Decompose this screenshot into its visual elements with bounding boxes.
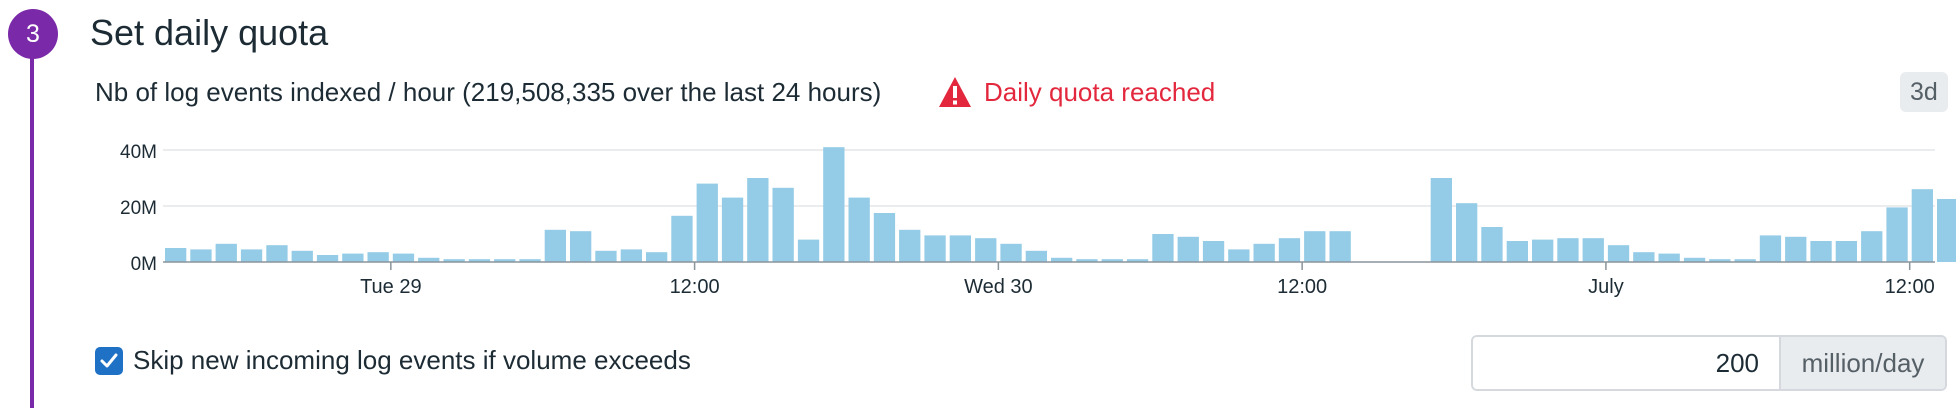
chart-bar xyxy=(1582,238,1604,262)
chart-bar xyxy=(975,238,997,262)
chart-bar xyxy=(342,253,364,262)
chart-bar xyxy=(519,259,541,262)
chart-bar xyxy=(1658,253,1680,262)
chart-bar xyxy=(468,259,491,262)
chart-bar xyxy=(873,213,896,262)
x-tick-label: Tue 29 xyxy=(360,276,422,298)
chart-bar xyxy=(1861,231,1883,262)
chart-bar xyxy=(418,257,440,262)
warning-icon xyxy=(939,77,971,107)
chart-bar xyxy=(671,215,693,262)
chart-bar xyxy=(1607,245,1630,262)
chart-bar xyxy=(1886,207,1908,262)
warning-text: Daily quota reached xyxy=(984,76,1216,107)
chart-bar xyxy=(646,252,668,262)
chart-bar xyxy=(367,252,389,262)
chart-bar xyxy=(595,250,617,262)
chart-bar xyxy=(1126,259,1149,262)
chart-bar xyxy=(494,259,516,262)
chart-bar xyxy=(696,183,718,262)
chart-bar xyxy=(1152,234,1174,262)
chart-bar xyxy=(1709,259,1731,262)
chart-bar xyxy=(1278,238,1301,262)
chart-bar xyxy=(1000,243,1022,262)
chart-bar xyxy=(1785,236,1807,262)
chart-bar xyxy=(1759,235,1782,262)
chart-bar xyxy=(848,197,870,262)
chart-bar xyxy=(1177,236,1199,262)
step-line xyxy=(30,58,34,408)
skip-events-row: Skip new incoming log events if volume e… xyxy=(95,345,691,376)
chart-bar xyxy=(1025,250,1047,262)
quota-warning: Daily quota reached xyxy=(938,76,1215,108)
chart-bar xyxy=(949,235,971,262)
chart-bar xyxy=(266,245,288,262)
chart-bar xyxy=(1304,231,1326,262)
chart-bar xyxy=(1051,257,1073,262)
chart-bar xyxy=(1506,241,1528,262)
x-tick-label: 12:00 xyxy=(1277,276,1327,298)
chart-bar xyxy=(1734,259,1756,262)
chart-bar xyxy=(1683,257,1706,262)
chart-bar xyxy=(1076,259,1098,262)
chart-bar xyxy=(392,253,415,262)
chart-bar xyxy=(291,250,313,262)
chart-bar xyxy=(899,229,921,262)
chart-bar xyxy=(1481,227,1503,262)
chart-bar xyxy=(1532,239,1554,262)
quota-unit-label: million/day xyxy=(1779,337,1945,389)
chart-bar xyxy=(165,248,187,262)
chart-bar xyxy=(443,259,465,262)
y-tick-label: 40M xyxy=(120,142,157,163)
skip-events-label: Skip new incoming log events if volume e… xyxy=(133,345,691,375)
y-tick-label: 20M xyxy=(120,198,157,219)
chart-bar xyxy=(1101,259,1123,262)
chart-bar xyxy=(721,197,744,262)
chart-bar xyxy=(747,178,769,262)
chart-bar xyxy=(1835,241,1857,262)
chart-bar xyxy=(544,229,566,262)
chart-bar xyxy=(240,249,263,262)
chart-bar xyxy=(1228,249,1250,262)
chart-bar xyxy=(797,239,820,262)
checkmark-icon xyxy=(100,353,118,367)
chart-bar xyxy=(1430,178,1452,262)
step-number-badge: 3 xyxy=(8,9,58,59)
chart-bar xyxy=(1329,231,1351,262)
chart-bar xyxy=(316,255,339,262)
x-tick-label: July xyxy=(1588,276,1624,298)
chart-bar xyxy=(1633,252,1655,262)
chart-bar xyxy=(215,243,237,262)
quota-value-input[interactable] xyxy=(1473,337,1779,389)
log-volume-chart: 0M 20M 40M Tue 29 12:00 Wed 30 12:00 July 12:00 xyxy=(120,142,1956,298)
chart-bar xyxy=(924,235,946,262)
chart-subtitle: Nb of log events indexed / hour (219,508… xyxy=(95,77,882,107)
x-tick-label: 12:00 xyxy=(670,276,720,298)
chart-bar xyxy=(620,249,642,262)
y-tick-label: 0M xyxy=(131,254,157,275)
chart-bar xyxy=(1557,238,1579,262)
chart-bar xyxy=(1937,199,1956,262)
chart-bar xyxy=(1456,203,1478,262)
chart-bar xyxy=(823,147,845,262)
chart-bar xyxy=(1253,243,1275,262)
chart-bar xyxy=(1911,189,1933,262)
x-tick-label: 12:00 xyxy=(1885,276,1935,298)
time-range-badge[interactable]: 3d xyxy=(1900,72,1948,112)
chart-bar xyxy=(772,187,794,262)
step-title: Set daily quota xyxy=(90,12,329,53)
chart-bar xyxy=(1202,241,1225,262)
x-tick-label: Wed 30 xyxy=(964,276,1033,298)
chart-bar xyxy=(190,249,212,262)
chart-bar xyxy=(1810,241,1832,262)
skip-events-checkbox[interactable] xyxy=(95,346,123,375)
quota-input-group: million/day xyxy=(1471,335,1947,391)
chart-bar xyxy=(570,231,592,262)
